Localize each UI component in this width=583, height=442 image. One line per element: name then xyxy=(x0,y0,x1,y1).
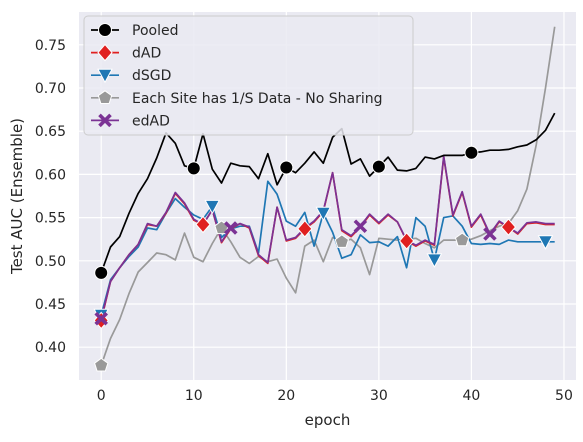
y-tick-label: 0.55 xyxy=(35,211,66,227)
data-point-dad xyxy=(195,215,211,234)
y-axis-label: Test AUC (Ensemble) xyxy=(8,118,26,275)
y-tick-label: 0.50 xyxy=(35,254,66,270)
legend-marker xyxy=(98,23,112,37)
legend-label: Each Site has 1/S Data - No Sharing xyxy=(132,91,383,107)
y-tick-label: 0.40 xyxy=(35,340,66,356)
tick-label-layer: 0 10 20 30 40 50 0.40 0.45 0.50 0.55 0.60 0.65 0.70 0… xyxy=(35,38,573,404)
data-point-edad-stroke xyxy=(94,311,108,326)
legend-label: dAD xyxy=(132,46,161,62)
data-point-pooled xyxy=(94,265,109,280)
y-tick-label: 0.75 xyxy=(35,38,66,54)
x-tick-label: 40 xyxy=(463,388,481,404)
data-point-dsgd xyxy=(426,253,443,268)
data-point-each-site-has-1-s-data-no-sharing xyxy=(334,234,350,248)
series-line-each-site-has-1-s-data-no-sharing xyxy=(100,26,556,366)
x-tick-label: 20 xyxy=(277,388,295,404)
data-point-pooled xyxy=(279,160,294,175)
x-tick-label: 50 xyxy=(555,388,573,404)
data-point-edad xyxy=(353,219,368,234)
legend-marker xyxy=(97,68,113,84)
data-point-each-site-has-1-s-data-no-sharing xyxy=(454,232,470,247)
data-point-each-site-has-1-s-data-no-sharing xyxy=(94,357,109,372)
data-point-pooled xyxy=(371,159,386,174)
data-point-dsgd xyxy=(204,199,221,215)
data-point-dad xyxy=(297,220,313,238)
data-point-edad xyxy=(483,227,497,241)
data-point-edad-stroke xyxy=(353,219,368,234)
series-line-pooled xyxy=(100,112,556,274)
x-axis-label: epoch xyxy=(305,411,351,429)
series-layer xyxy=(100,26,556,366)
series-line-dsgd xyxy=(100,180,555,316)
legend-label: edAD xyxy=(132,113,170,129)
y-tick-label: 0.70 xyxy=(35,81,66,97)
legend-box xyxy=(83,15,414,136)
data-point-edad xyxy=(94,311,108,326)
data-point-pooled xyxy=(464,145,479,160)
data-point-edad xyxy=(224,221,238,235)
legend-label: dSGD xyxy=(132,68,171,84)
x-tick-label: 10 xyxy=(185,388,203,404)
data-point-edad-stroke xyxy=(224,221,238,235)
data-point-pooled xyxy=(186,161,201,176)
data-point-dsgd xyxy=(315,206,332,222)
x-tick-label: 30 xyxy=(370,388,388,404)
legend-marker xyxy=(97,90,113,104)
legend-label: Pooled xyxy=(132,23,178,39)
series-line-edad xyxy=(100,155,555,319)
data-point-dsgd xyxy=(537,235,554,250)
legend: Pooled dAD dSGD Each Site has 1/S Data - No… xyxy=(83,15,414,136)
y-tick-label: 0.45 xyxy=(35,297,66,313)
data-point-edad-stroke xyxy=(483,227,497,241)
y-tick-label: 0.65 xyxy=(35,124,66,140)
data-point-dad xyxy=(500,218,517,236)
legend-marker-stroke xyxy=(98,113,112,128)
marker-layer xyxy=(93,145,554,372)
legend-marker xyxy=(98,113,112,128)
x-tick-label: 0 xyxy=(97,388,106,404)
data-point-dad xyxy=(398,232,415,250)
y-tick-label: 0.60 xyxy=(35,167,66,183)
legend-marker xyxy=(97,43,113,62)
